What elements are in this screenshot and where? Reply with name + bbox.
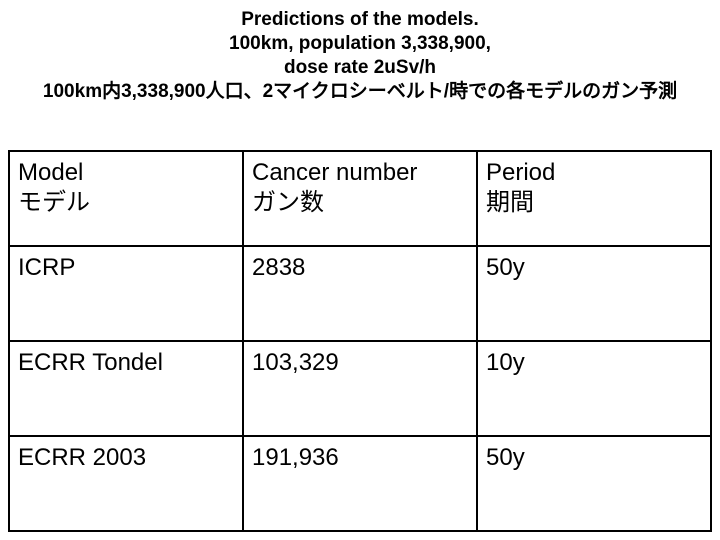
table-cell: ECRR 2003: [8, 435, 244, 532]
table-cell: 50y: [476, 245, 712, 342]
title-line: dose rate 2uSv/h: [283, 57, 437, 78]
header-ja: モデル: [18, 189, 90, 216]
table-cell: ICRP: [8, 245, 244, 342]
header-cell: Period 期間: [476, 150, 712, 247]
table-body: Model モデル Cancer number ガン数 Period 期間 ICRP 2838…: [8, 150, 712, 532]
table-row: ECRR 2003 191,936 50y: [8, 435, 712, 532]
table: Model モデル Cancer number ガン数 Period 期間 ICRP 2838…: [8, 150, 712, 532]
header-cell: Model モデル: [8, 150, 244, 247]
table-cell: ECRR Tondel: [8, 340, 244, 437]
table-cell: 2838: [242, 245, 478, 342]
header-en: Model: [18, 159, 84, 186]
header-en: Cancer number: [252, 159, 418, 186]
title-line: Predictions of the models.: [241, 9, 479, 30]
header-ja: 期間: [486, 189, 534, 216]
title-line: 100km, population 3,338,900,: [229, 33, 491, 54]
table-cell: 10y: [476, 340, 712, 437]
table-cell: 103,329: [242, 340, 478, 437]
header-cell: Cancer number ガン数: [242, 150, 478, 247]
header-row: Model モデル Cancer number ガン数 Period 期間: [8, 150, 712, 247]
title-ja: 100km内3,338,900人口、2マイクロシーベルト/時での各モデルのガン予…: [42, 81, 678, 102]
title: Predictions of the models. 100km, popula…: [10, 8, 710, 104]
header-ja: ガン数: [252, 189, 324, 216]
table-cell: 50y: [476, 435, 712, 532]
table-row: ICRP 2838 50y: [8, 245, 712, 342]
header-en: Period: [486, 159, 556, 186]
table-cell: 191,936: [242, 435, 478, 532]
table-row: ECRR Tondel 103,329 10y: [8, 340, 712, 437]
